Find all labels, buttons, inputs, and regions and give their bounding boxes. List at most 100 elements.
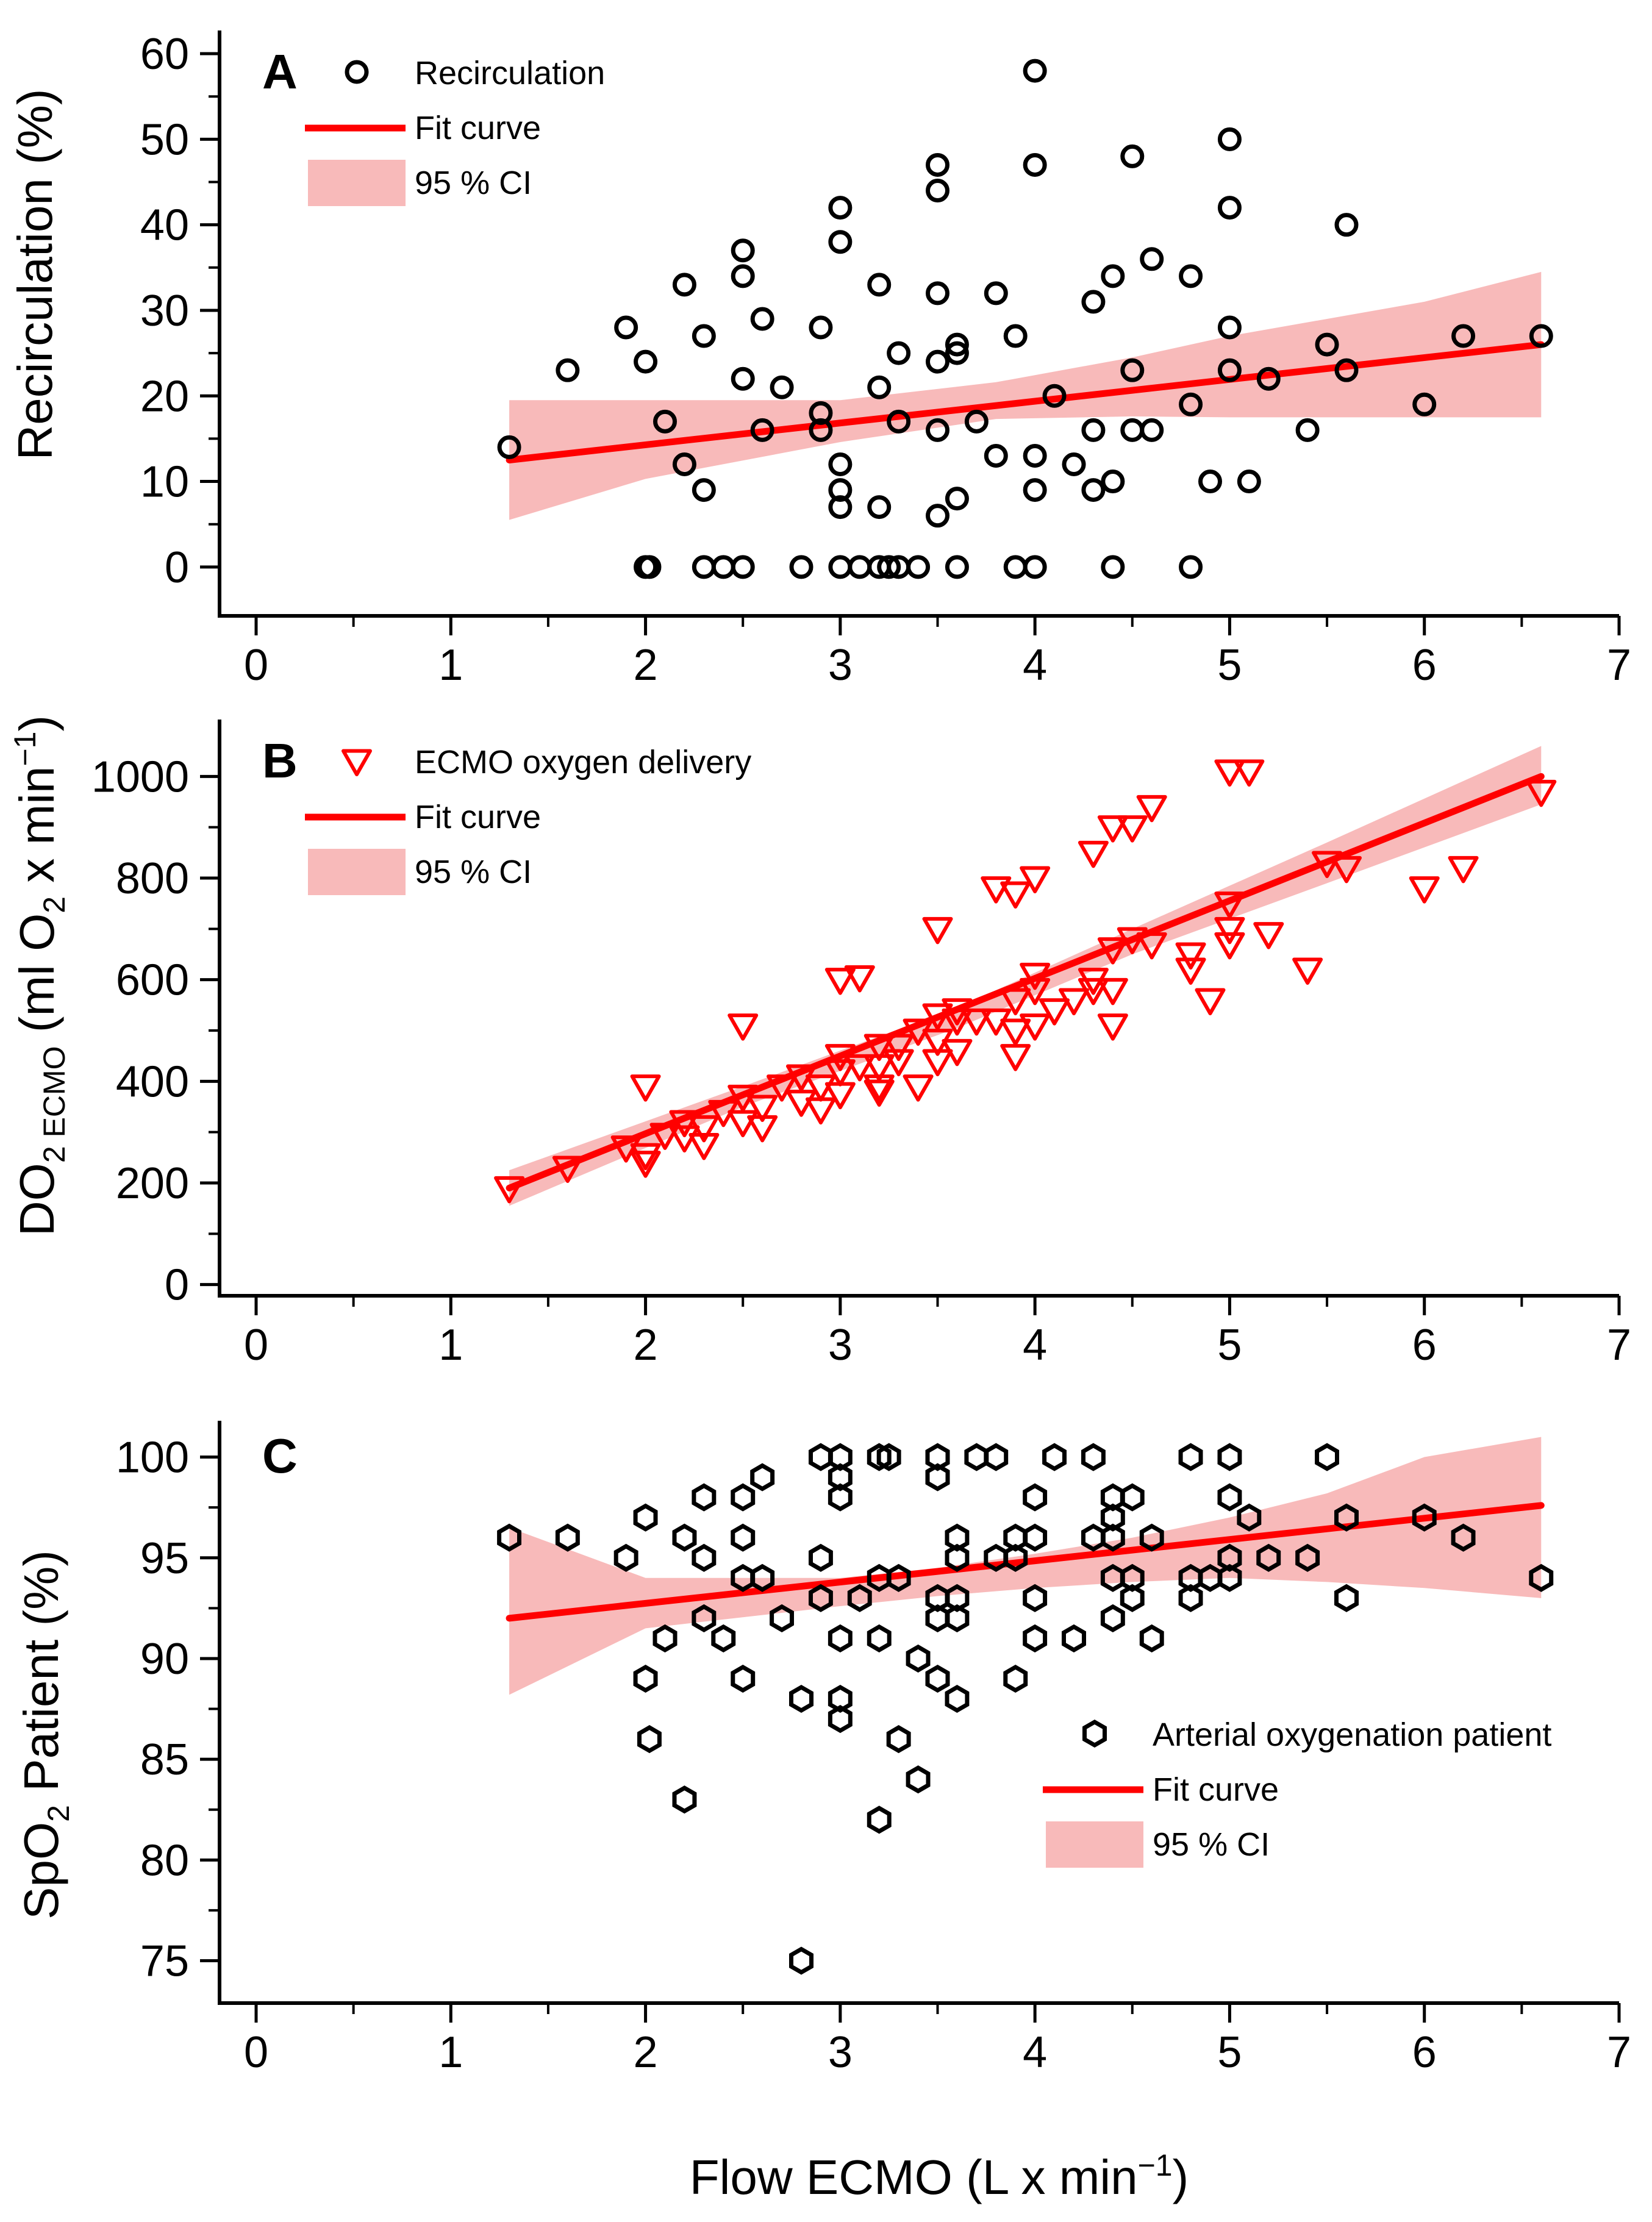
data-point-b (844, 1054, 875, 1082)
x-tick-label-a: 7 (1607, 641, 1631, 690)
y-tick-label-a: 40 (140, 201, 189, 250)
data-point-a (926, 152, 949, 177)
data-point-a (828, 495, 853, 520)
data-point-c (1120, 1563, 1145, 1592)
data-point-a (1179, 555, 1203, 579)
y-axis-title-b-sub2: 2 (37, 896, 71, 913)
legend-ci-swatch-b (308, 849, 406, 895)
data-point-b (1097, 937, 1128, 965)
data-point-c (1217, 1443, 1242, 1471)
data-point-a (984, 281, 1008, 305)
data-point-a (1334, 213, 1359, 237)
data-point-a (1217, 358, 1242, 382)
data-point-c (1023, 1483, 1048, 1512)
data-point-a (1101, 264, 1125, 288)
data-point-b (883, 1049, 914, 1076)
x-tick-label-c: 5 (1217, 2028, 1242, 2077)
data-point-c (886, 1725, 911, 1754)
data-point-a (926, 349, 949, 374)
data-point-a (731, 264, 755, 288)
data-point-a (1042, 384, 1067, 408)
data-point-a (1217, 196, 1242, 220)
data-point-b (1000, 881, 1031, 909)
y-tick-label-a: 30 (140, 287, 189, 335)
data-point-c (925, 1664, 950, 1693)
data-point-c (1042, 1443, 1067, 1471)
data-point-b (844, 965, 875, 993)
legend-ci-swatch-c (1046, 1821, 1143, 1868)
data-point-b (1448, 856, 1479, 884)
data-point-a (1412, 392, 1437, 416)
data-point-b (864, 1034, 895, 1061)
data-point-b (1000, 1018, 1031, 1046)
data-point-b (1195, 988, 1226, 1015)
data-point-b (1020, 962, 1051, 990)
y-tick-label-c: 100 (116, 1434, 189, 1482)
panel-letter-a: A (262, 45, 298, 99)
data-point-b (824, 1059, 856, 1087)
data-point-a (867, 375, 892, 399)
y-axis-title-b-tail: x min (10, 766, 64, 896)
data-point-a (637, 555, 662, 579)
fit-line-a (506, 341, 1545, 463)
data-point-b (1078, 840, 1109, 868)
data-point-c (692, 1483, 717, 1512)
x-axis-title-sup: −1 (1138, 2148, 1173, 2182)
y-tick-label-c: 75 (140, 1937, 189, 1986)
data-point-b (1175, 942, 1206, 970)
data-point-a (1217, 127, 1242, 151)
y-axis-title-b-sup: −1 (8, 732, 42, 766)
panel-c: 0 1 2 3 4 5 6 7 75 80 85 90 95 100 C Arterial oxygenati… (116, 1421, 1631, 2077)
data-point-a (926, 418, 949, 442)
y-tick-label-b: 1000 (91, 752, 189, 801)
x-tick-label-b: 6 (1412, 1321, 1437, 1370)
data-point-c (1334, 1584, 1359, 1612)
y-axis-title-c-rest: Patient (%) (14, 1550, 68, 1805)
data-point-c (809, 1443, 833, 1471)
data-point-c (731, 1483, 756, 1512)
data-point-c (867, 1806, 892, 1834)
data-point-b (1020, 866, 1051, 893)
data-point-a (828, 230, 853, 254)
data-point-a (1023, 555, 1047, 579)
data-point-a (867, 273, 892, 297)
data-point-c (1003, 1664, 1028, 1693)
data-point-c (1023, 1523, 1048, 1552)
data-point-b (942, 1008, 973, 1036)
y-tick-label-a: 20 (140, 372, 189, 421)
data-point-c (555, 1523, 580, 1552)
data-point-a (1179, 264, 1203, 288)
data-point-a (497, 435, 521, 459)
x-axis-title-main: Flow ECMO (L x min (690, 2150, 1138, 2204)
data-point-c (770, 1604, 794, 1632)
data-point-c (867, 1443, 892, 1471)
data-point-c (1178, 1443, 1203, 1471)
legend-ci-swatch-a (308, 160, 406, 206)
data-point-c (1100, 1503, 1125, 1532)
data-point-c (711, 1624, 736, 1652)
x-tick-label-c: 7 (1607, 2028, 1631, 2077)
data-point-c (692, 1604, 717, 1632)
data-point-c (1217, 1543, 1242, 1572)
data-point-a (1140, 247, 1164, 271)
data-point-a (731, 555, 755, 579)
data-point-b (552, 1156, 583, 1183)
data-point-b (728, 1110, 759, 1137)
data-point-c (613, 1543, 638, 1572)
data-point-c (1023, 1624, 1048, 1652)
data-point-c (633, 1503, 658, 1532)
x-tick-label-a: 6 (1412, 641, 1437, 690)
x-tick-label-b: 7 (1607, 1321, 1631, 1370)
y-tick-label-c: 90 (140, 1635, 189, 1684)
data-point-b (922, 1003, 953, 1031)
x-axis-title-close: ) (1173, 2150, 1189, 2204)
data-point-c (1139, 1523, 1164, 1552)
data-point-a (1101, 555, 1125, 579)
x-tick-label-a: 5 (1217, 641, 1242, 690)
data-point-c (1217, 1563, 1242, 1592)
data-point-b (1214, 932, 1245, 960)
data-point-c (945, 1543, 970, 1572)
data-point-c (1081, 1443, 1106, 1471)
data-point-c (906, 1765, 931, 1794)
y-axis-title-c-sub1: 2 (41, 1805, 76, 1822)
